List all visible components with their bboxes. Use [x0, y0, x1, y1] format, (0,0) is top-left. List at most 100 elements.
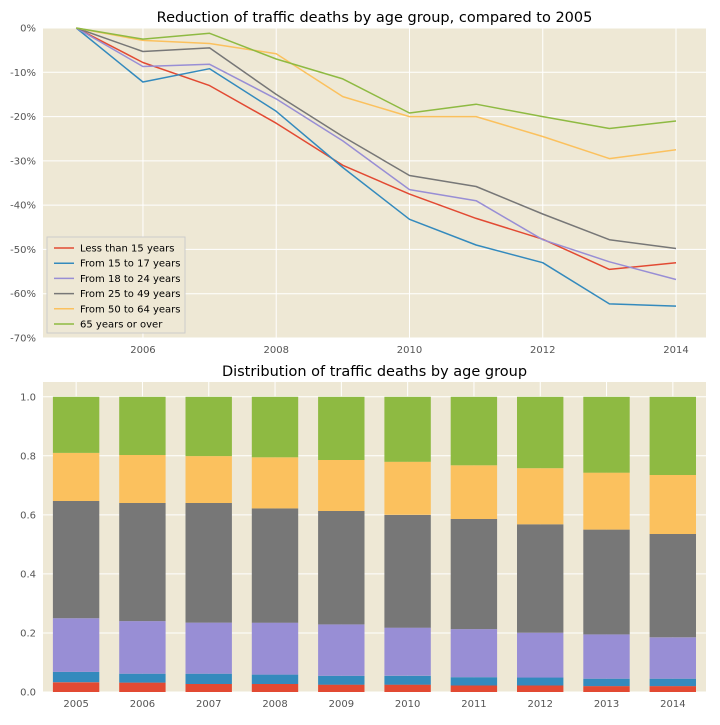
bar-y-tick-label: 1.0 [20, 392, 36, 403]
bar-x-tick-label: 2007 [196, 699, 221, 710]
line-y-ticks: 0% -10% -20% -30% -40% -50% -60% -70% [10, 24, 36, 345]
line-grid [43, 27, 706, 339]
stacked-bar-segment [649, 686, 696, 692]
line-x-ticks: 2006 2008 2010 2012 2014 [130, 345, 689, 356]
stacked-bar-segment [251, 622, 299, 675]
line-x-tick-label: 2014 [663, 345, 688, 356]
stacked-bar-segment [119, 682, 166, 692]
bar-y-tick-label: 0.8 [20, 451, 36, 462]
stacked-bar-segment [450, 519, 498, 630]
legend-label: 65 years or over [80, 320, 163, 331]
stacked-bar-segment [384, 684, 431, 692]
stacked-bar-segment [318, 684, 365, 692]
bar-x-tick-label: 2008 [262, 699, 287, 710]
bar-chart: 0.00.20.40.60.81.0 2005 2006 2007 2008 2009 2… [20, 364, 706, 710]
stacked-bar-segment [251, 396, 299, 458]
stacked-bar-segment [583, 678, 630, 687]
bar-x-tick-label: 2013 [594, 699, 619, 710]
stacked-bar-segment [384, 675, 431, 685]
stacked-bar-segment [318, 624, 365, 676]
bar-x-tick-label: 2010 [395, 699, 420, 710]
stacked-bar-segment [52, 501, 100, 619]
stacked-bar-segment [318, 396, 365, 460]
stacked-bar-segment [450, 396, 498, 466]
stacked-bar-segment [251, 508, 299, 623]
line-y-tick-label: -70% [10, 334, 36, 345]
stacked-bar-segment [384, 396, 431, 462]
line-y-tick-label: -20% [10, 112, 36, 123]
stacked-bar-segment [119, 621, 166, 674]
bar-y-tick-label: 0.0 [20, 688, 36, 699]
stacked-bar-segment [583, 634, 630, 679]
bar-y-tick-label: 0.4 [20, 569, 36, 580]
legend-label: From 50 to 64 years [80, 304, 181, 315]
stacked-bar-segment [52, 396, 100, 453]
line-series-6 [76, 27, 677, 130]
stacked-bar-segment [450, 677, 498, 686]
bar-x-tick-label: 2006 [130, 699, 155, 710]
bar-x-tick-label: 2014 [660, 699, 685, 710]
stacked-bar-segment [119, 454, 166, 503]
legend-label: From 25 to 49 years [80, 289, 181, 300]
bar-stacks [52, 396, 696, 692]
stacked-bar-segment [450, 465, 498, 519]
stacked-bar-segment [649, 678, 696, 687]
bar-y-tick-label: 0.6 [20, 510, 36, 521]
line-legend: Less than 15 years From 15 to 17 years Fro… [46, 236, 186, 334]
stacked-bar-segment [583, 686, 630, 692]
stacked-bar-segment [517, 396, 564, 469]
bar-y-ticks: 0.0 0.2 0.4 0.6 0.8 1.0 [20, 392, 36, 698]
bar-x-ticks: 2005 2006 2007 2008 2009 2010 2011 2012 2013 2014 [63, 699, 685, 710]
line-series-3 [75, 27, 677, 281]
bar-x-tick-label: 2011 [461, 699, 486, 710]
stacked-bar-segment [583, 396, 630, 473]
line-x-tick-label: 2006 [130, 345, 155, 356]
stacked-bar-segment [384, 514, 431, 628]
line-y-tick-label: 0% [20, 24, 36, 35]
stacked-bar-segment [251, 684, 299, 692]
line-series-2 [75, 27, 677, 307]
legend-label: From 15 to 17 years [80, 259, 181, 270]
stacked-bar-segment [384, 461, 431, 515]
stacked-bar-segment [119, 673, 166, 683]
bar-x-tick-label: 2012 [528, 699, 553, 710]
line-series-5 [76, 27, 677, 160]
stacked-bar-segment [517, 677, 564, 686]
stacked-bar-segment [52, 618, 100, 672]
stacked-bar-segment [649, 396, 696, 475]
stacked-bar-segment [649, 534, 696, 638]
stacked-bar-segment [119, 396, 166, 455]
line-y-tick-label: -60% [10, 289, 36, 300]
bar-y-tick-label: 0.2 [20, 628, 36, 639]
stacked-bar-segment [583, 472, 630, 530]
stacked-bar-segment [185, 684, 232, 692]
stacked-bar-segment [517, 685, 564, 692]
stacked-bar-segment [517, 468, 564, 525]
stacked-bar-segment [517, 632, 564, 678]
line-y-tick-label: -40% [10, 201, 36, 212]
stacked-bar-segment [649, 475, 696, 534]
line-series-1 [75, 27, 677, 271]
stacked-bar-segment [450, 685, 498, 692]
stacked-bar-segment [185, 456, 232, 503]
stacked-bar-segment [384, 627, 431, 676]
line-x-tick-label: 2008 [263, 345, 288, 356]
stacked-bar-segment [318, 675, 365, 685]
stacked-bar-segment [517, 524, 564, 633]
line-x-tick-label: 2012 [530, 345, 555, 356]
stacked-bar-segment [52, 452, 100, 501]
stacked-bar-segment [119, 503, 166, 622]
line-x-tick-label: 2010 [397, 345, 422, 356]
line-y-tick-label: -10% [10, 68, 36, 79]
stacked-bar-segment [649, 637, 696, 679]
stacked-bar-segment [450, 629, 498, 678]
line-series-group [75, 27, 677, 307]
stacked-bar-segment [251, 457, 299, 509]
stacked-bar-segment [185, 503, 232, 623]
stacked-bar-segment [52, 682, 100, 692]
line-chart-title: Reduction of traffic deaths by age group… [157, 10, 593, 26]
stacked-bar-segment [251, 674, 299, 684]
line-chart: 0%-10%-20%-30%-40%-50%-60%-70% 2006 2008 2… [10, 10, 706, 356]
